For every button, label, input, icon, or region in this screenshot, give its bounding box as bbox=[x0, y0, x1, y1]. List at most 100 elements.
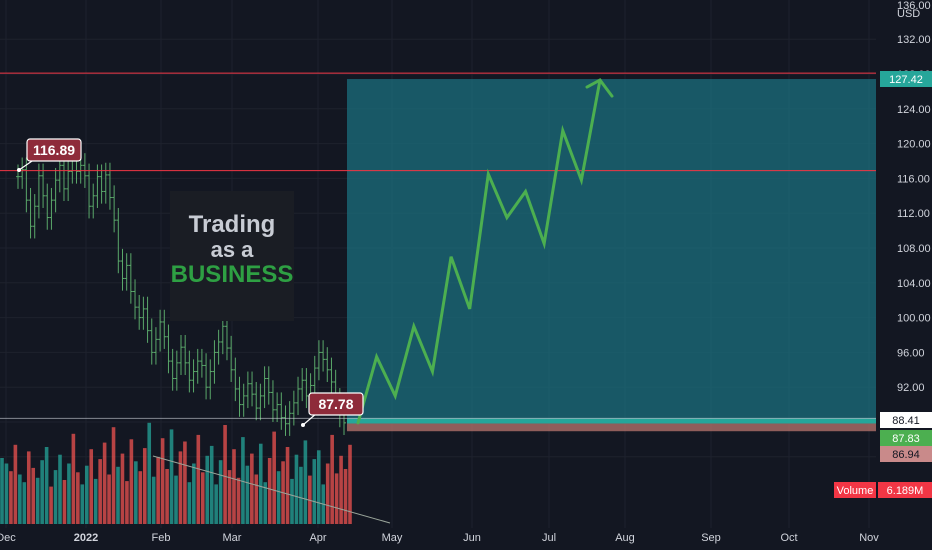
volume-bar bbox=[258, 443, 263, 524]
price-axis[interactable]: 136.00 USD 132.00128.00124.00120.00116.0… bbox=[876, 0, 932, 528]
volume-bar bbox=[147, 422, 152, 524]
entry-band bbox=[347, 423, 876, 432]
price-bar bbox=[145, 296, 150, 343]
price-bar bbox=[312, 355, 317, 398]
price-bar bbox=[291, 390, 296, 426]
price-bar bbox=[204, 353, 209, 400]
price-bar bbox=[283, 405, 288, 436]
price-bar bbox=[149, 318, 154, 365]
price-bar bbox=[66, 159, 71, 202]
price-tick-label: 96.00 bbox=[897, 347, 925, 359]
logo-line1: Trading bbox=[189, 211, 276, 238]
volume-bar bbox=[169, 429, 174, 524]
price-bar bbox=[262, 366, 267, 409]
price-bar bbox=[216, 329, 221, 365]
price-bar bbox=[103, 162, 108, 204]
volume-bar bbox=[31, 467, 36, 524]
price-bar bbox=[45, 183, 50, 230]
price-tick-label: 112.00 bbox=[897, 208, 930, 220]
logo-background bbox=[170, 191, 294, 321]
price-callout[interactable]: 116.89 bbox=[17, 138, 82, 172]
time-axis[interactable]: Dec 2022 Feb Mar Apr May Jun Jul Aug Sep Oct Nov bbox=[0, 528, 932, 550]
volume-bar bbox=[71, 433, 76, 524]
price-bar bbox=[321, 340, 326, 372]
currency-label: USD bbox=[897, 8, 920, 20]
volume-bar bbox=[183, 441, 187, 524]
price-bar bbox=[36, 163, 41, 219]
volume-bar bbox=[102, 442, 107, 524]
volume-bar bbox=[13, 444, 18, 524]
price-tick-label: 124.00 bbox=[897, 104, 931, 116]
volume-bar bbox=[93, 478, 98, 524]
price-axis-top-label: 136.00 bbox=[897, 0, 931, 12]
price-bar bbox=[266, 366, 271, 405]
volume-bar bbox=[80, 484, 85, 524]
volume-bar bbox=[120, 453, 125, 524]
price-bars bbox=[16, 147, 346, 436]
price-callouts[interactable]: 116.89 87.78 bbox=[17, 138, 364, 427]
price-bar bbox=[20, 157, 25, 189]
price-bar bbox=[237, 376, 242, 417]
price-bar bbox=[329, 357, 334, 395]
volume-bar bbox=[174, 475, 178, 524]
time-tick-label: Jun bbox=[463, 532, 481, 544]
horizontal-lines[interactable] bbox=[0, 72, 876, 419]
volume-bar bbox=[330, 434, 334, 524]
price-bar bbox=[28, 187, 33, 239]
volume-bar bbox=[196, 434, 201, 524]
volume-bar bbox=[209, 445, 214, 524]
price-tag-label: 127.42 bbox=[889, 74, 923, 86]
volume-bar bbox=[165, 469, 169, 524]
volume-bar bbox=[138, 471, 143, 524]
volume-bar bbox=[111, 427, 116, 524]
volume-tag-label: Volume bbox=[837, 485, 874, 497]
price-bar bbox=[24, 157, 29, 213]
logo-line3: BUSINESS bbox=[171, 261, 294, 288]
price-tick-label: 104.00 bbox=[897, 278, 931, 290]
volume-bar bbox=[22, 482, 27, 524]
price-bar bbox=[158, 309, 163, 352]
price-bar bbox=[199, 348, 204, 378]
price-bar bbox=[87, 163, 92, 219]
time-tick-labels: Dec 2022 Feb Mar Apr May Jun Jul Aug Sep Oct Nov bbox=[0, 532, 879, 544]
price-tag-label: 86.94 bbox=[892, 449, 920, 461]
volume-bar bbox=[227, 470, 232, 524]
volume-bar bbox=[9, 471, 13, 524]
time-tick-label: Oct bbox=[780, 532, 797, 544]
volume-bar bbox=[325, 463, 330, 524]
volume-bar bbox=[187, 482, 192, 524]
volume-bar bbox=[205, 455, 210, 524]
volume-bar bbox=[134, 461, 138, 524]
volume-bar bbox=[44, 447, 49, 524]
price-bar bbox=[153, 327, 158, 365]
volume-bar bbox=[35, 477, 40, 524]
volume-bar bbox=[250, 453, 254, 524]
price-tag-label: 88.41 bbox=[892, 415, 920, 427]
price-bar bbox=[212, 340, 217, 384]
target-zone[interactable] bbox=[347, 79, 876, 424]
price-bar bbox=[174, 350, 179, 391]
time-axis-background bbox=[0, 528, 932, 550]
volume-bar bbox=[84, 465, 89, 524]
price-bar bbox=[162, 309, 167, 349]
volume-bar bbox=[160, 438, 165, 524]
price-callout[interactable]: 87.78 bbox=[301, 392, 364, 427]
price-bar bbox=[53, 167, 58, 213]
price-tick-label: 100.00 bbox=[897, 313, 931, 325]
price-tag: 87.83 bbox=[880, 430, 932, 446]
price-bar bbox=[300, 368, 305, 402]
volume-bar bbox=[285, 447, 290, 524]
time-tick-label: May bbox=[382, 532, 403, 544]
price-bar bbox=[179, 335, 183, 376]
volume-bar bbox=[299, 466, 303, 524]
price-tick-label: 108.00 bbox=[897, 243, 931, 255]
volume-bar bbox=[192, 463, 196, 524]
projection-path[interactable] bbox=[356, 78, 602, 425]
time-tick-label: Sep bbox=[701, 532, 721, 544]
volume-bar bbox=[116, 466, 120, 524]
price-tag: 88.41 bbox=[880, 412, 932, 428]
price-tags: 127.42 88.41 87.83 86.94 bbox=[880, 71, 932, 462]
price-bar bbox=[316, 340, 321, 381]
volume-bar bbox=[316, 450, 321, 524]
